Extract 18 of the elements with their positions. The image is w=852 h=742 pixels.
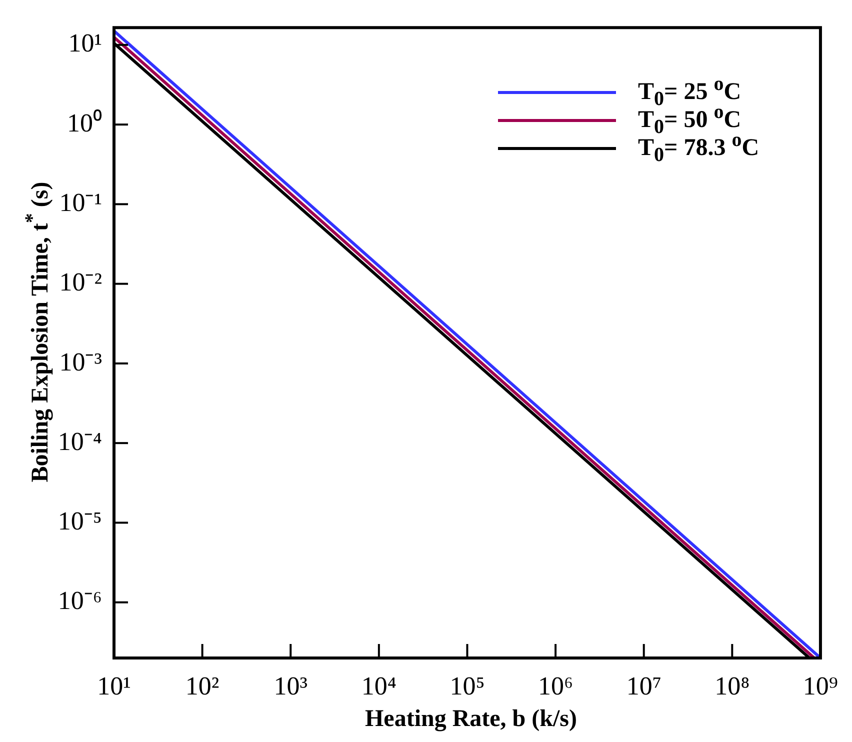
y-tick-label: 10⁻⁶ bbox=[58, 586, 102, 616]
y-tick-label: 10⁻⁴ bbox=[58, 426, 102, 456]
x-axis-title: Heating Rate, b (k/s) bbox=[365, 706, 577, 733]
x-tick-label: 10⁵ bbox=[450, 671, 485, 700]
y-tick-label: 10¹ bbox=[68, 28, 102, 58]
x-tick-label: 10² bbox=[185, 671, 220, 700]
x-tick-label: 10⁴ bbox=[361, 671, 396, 700]
x-tick-label: 10³ bbox=[274, 671, 308, 700]
x-tick-label: 10⁶ bbox=[538, 671, 574, 700]
x-tick-label: 10⁹ bbox=[802, 671, 838, 700]
y-tick-label: 10⁰ bbox=[67, 108, 102, 138]
x-tick-label: 10⁸ bbox=[714, 671, 750, 700]
x-tick-label: 10⁷ bbox=[626, 671, 662, 700]
y-tick-label: 10⁻⁵ bbox=[58, 506, 102, 536]
y-tick-label: 10⁻³ bbox=[59, 347, 102, 376]
y-tick-label: 10⁻² bbox=[59, 268, 102, 297]
y-tick-label: 10⁻¹ bbox=[59, 188, 102, 218]
x-tick-label: 10¹ bbox=[97, 671, 131, 700]
